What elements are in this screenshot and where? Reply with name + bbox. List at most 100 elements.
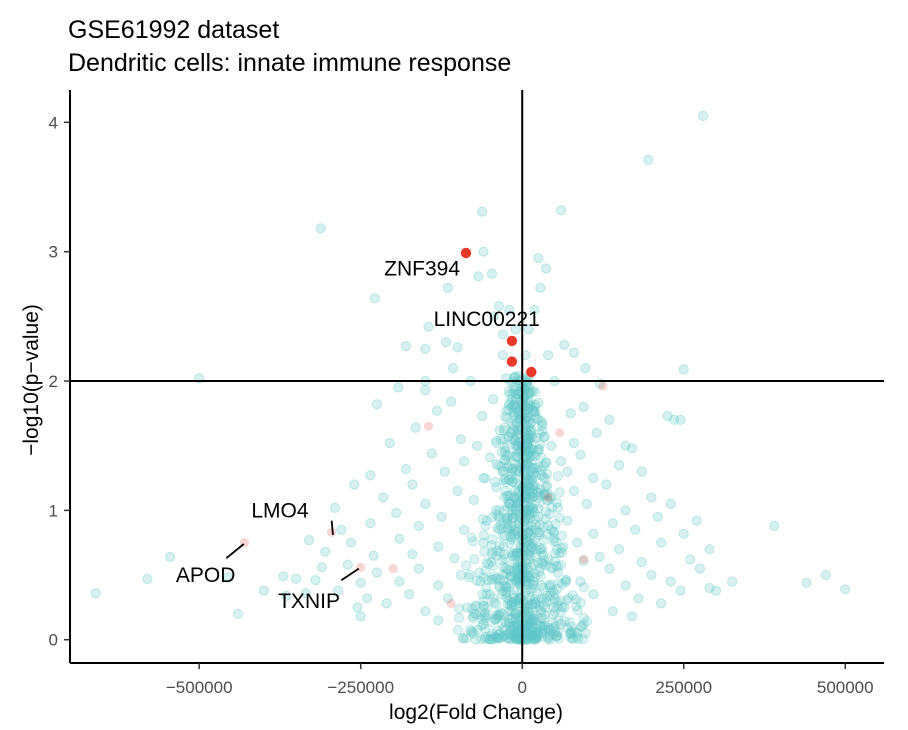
- data-point: [477, 206, 488, 217]
- data-point: [506, 521, 517, 532]
- data-point: [549, 593, 561, 604]
- chart-subtitle: Dendritic cells: innate immune response: [68, 49, 511, 77]
- data-point: [505, 571, 516, 582]
- data-point: [515, 564, 527, 575]
- data-point: [509, 550, 520, 561]
- data-point: [466, 532, 477, 543]
- data-point: [503, 399, 515, 410]
- data-point: [530, 514, 541, 525]
- data-point: [503, 581, 514, 593]
- data-point: [542, 624, 554, 635]
- data-point: [352, 602, 363, 613]
- data-point: [532, 446, 543, 457]
- data-point: [486, 634, 497, 645]
- data-point: [496, 618, 507, 629]
- data-point: [529, 594, 541, 605]
- data-point: [478, 572, 489, 583]
- data-point: [504, 538, 515, 549]
- data-point: [471, 609, 482, 620]
- data-point: [588, 528, 599, 539]
- data-point: [500, 455, 511, 466]
- data-point: [529, 467, 540, 478]
- data-point: [355, 577, 366, 588]
- data-point: [507, 532, 518, 543]
- data-point: [555, 619, 566, 630]
- data-point: [525, 629, 536, 641]
- data-point: [527, 445, 539, 456]
- data-point: [525, 634, 536, 645]
- data-point: [509, 486, 521, 497]
- data-point: [578, 555, 589, 567]
- data-point: [524, 476, 535, 487]
- data-point: [588, 472, 599, 484]
- data-point: [516, 634, 527, 645]
- data-point: [493, 460, 504, 471]
- data-point: [555, 205, 567, 216]
- data-point: [529, 614, 541, 625]
- data-point: [488, 394, 499, 405]
- data-point: [529, 568, 541, 579]
- data-point: [530, 633, 541, 644]
- data-point: [534, 530, 545, 541]
- data-point: [604, 414, 615, 425]
- data-point: [524, 387, 535, 398]
- data-point: [520, 481, 531, 492]
- data-point: [508, 505, 519, 516]
- data-point: [543, 633, 554, 644]
- data-point: [575, 597, 586, 608]
- data-point: [555, 456, 567, 467]
- data-point: [508, 400, 519, 411]
- y-axis-ticks: 0 1 2 3 4: [49, 113, 70, 650]
- data-point: [481, 515, 492, 526]
- data-point: [487, 534, 498, 545]
- data-point: [525, 539, 536, 550]
- data-point: [536, 607, 547, 618]
- data-point: [534, 444, 545, 455]
- data-point: [492, 545, 503, 556]
- data-point: [492, 522, 503, 534]
- faint-highlight-point: [423, 421, 434, 431]
- data-point: [551, 560, 562, 571]
- data-point: [560, 574, 571, 585]
- data-point: [504, 595, 515, 607]
- data-point: [481, 582, 492, 593]
- data-point: [525, 466, 536, 477]
- data-point: [525, 512, 536, 523]
- data-point: [520, 389, 531, 401]
- data-point: [523, 614, 535, 625]
- data-point: [506, 613, 517, 624]
- data-point: [573, 634, 584, 645]
- data-point: [492, 632, 503, 643]
- x-axis-ticks: −500000 −250000 0 250000 500000: [166, 663, 874, 697]
- data-point: [504, 606, 515, 617]
- data-point: [475, 576, 486, 587]
- data-point: [497, 350, 508, 361]
- data-point: [580, 363, 591, 374]
- data-point: [538, 550, 549, 561]
- data-point: [538, 461, 549, 472]
- data-point: [508, 631, 519, 642]
- data-point: [540, 457, 551, 468]
- data-point: [604, 563, 615, 574]
- data-point: [656, 537, 667, 548]
- x-axis-title: log2(Fold Change): [389, 701, 563, 724]
- data-point: [446, 396, 457, 407]
- data-point: [508, 512, 519, 523]
- data-point: [394, 533, 405, 544]
- significant-point: [506, 335, 518, 347]
- data-point: [507, 550, 518, 561]
- data-point: [470, 600, 481, 611]
- label-leader: [225, 543, 245, 559]
- data-point: [556, 547, 567, 558]
- data-point: [507, 501, 518, 512]
- data-point: [530, 597, 541, 608]
- data-point: [620, 505, 631, 516]
- data-point: [513, 407, 524, 418]
- data-point: [546, 491, 557, 502]
- data-point: [523, 474, 534, 485]
- data-point: [538, 534, 549, 546]
- data-point: [542, 480, 553, 491]
- data-point: [525, 400, 536, 411]
- data-point: [526, 615, 538, 626]
- data-point: [505, 565, 517, 576]
